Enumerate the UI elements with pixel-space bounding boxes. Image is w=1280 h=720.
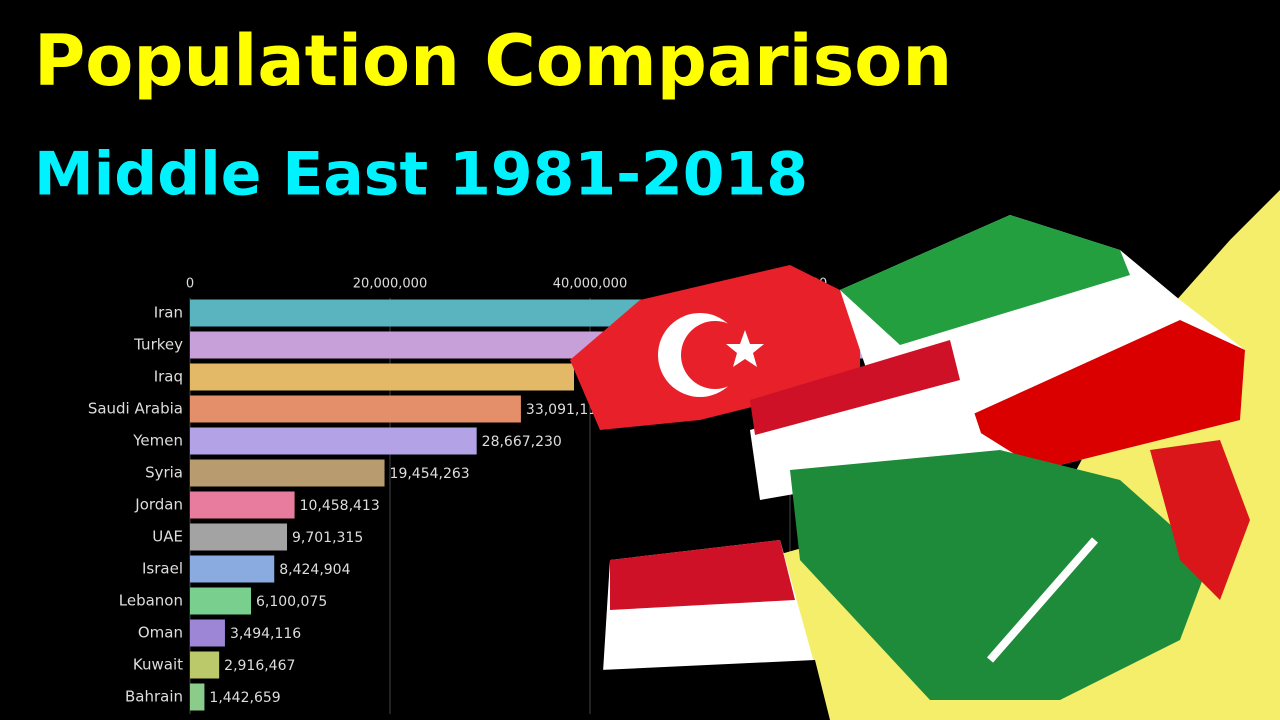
category-label: Iran — [154, 304, 183, 322]
bar — [190, 491, 295, 519]
category-label: Jordan — [134, 496, 183, 514]
egypt-red — [610, 540, 795, 610]
bar — [190, 587, 252, 615]
category-label: Oman — [138, 624, 183, 642]
value-label: 10,458,413 — [300, 498, 380, 514]
bar — [190, 555, 275, 583]
x-tick-label: 0 — [186, 277, 194, 292]
saudi-flag — [790, 450, 1210, 700]
bar — [190, 683, 205, 711]
saudi-sword — [986, 537, 1099, 663]
subtitle: Middle East 1981-2018 — [34, 140, 808, 210]
map-overlay — [570, 190, 1280, 720]
bar — [190, 427, 477, 455]
iran-red — [960, 320, 1245, 470]
bar — [190, 363, 574, 391]
category-label: UAE — [152, 528, 183, 546]
category-label: Syria — [145, 464, 183, 482]
category-label: Yemen — [132, 432, 183, 450]
bar — [190, 395, 521, 423]
value-label: 2,916,467 — [224, 658, 295, 674]
category-label: Israel — [142, 560, 183, 578]
x-tick-label: 40,000,000 — [553, 277, 627, 292]
value-label: 28,667,230 — [482, 434, 562, 450]
value-label: 33,091,113 — [526, 402, 606, 418]
category-label: Saudi Arabia — [88, 400, 183, 418]
egypt-black — [600, 660, 830, 720]
value-label: 19,454,263 — [390, 466, 470, 482]
category-label: Lebanon — [119, 592, 183, 610]
bar — [190, 523, 288, 551]
value-label: 3,494,116 — [230, 626, 301, 642]
value-label: 9,701,315 — [292, 530, 363, 546]
category-label: Kuwait — [133, 656, 183, 674]
oman-flag — [1150, 440, 1250, 600]
turkey-star — [726, 330, 764, 367]
turkey-crescent-cut — [681, 321, 749, 389]
value-label: 6,100,075 — [256, 594, 327, 610]
x-tick-label: 20,000,000 — [353, 277, 427, 292]
iraq-red — [750, 340, 960, 435]
value-label: 8,424,904 — [279, 562, 350, 578]
bar — [190, 459, 385, 487]
value-label: 1,442,659 — [209, 690, 280, 706]
bar — [190, 619, 225, 647]
category-label: Iraq — [154, 368, 183, 386]
category-label: Turkey — [133, 336, 183, 354]
category-label: Bahrain — [125, 688, 183, 706]
iran-green — [840, 215, 1130, 345]
bar — [190, 651, 220, 679]
title: Population Comparison — [34, 20, 952, 102]
